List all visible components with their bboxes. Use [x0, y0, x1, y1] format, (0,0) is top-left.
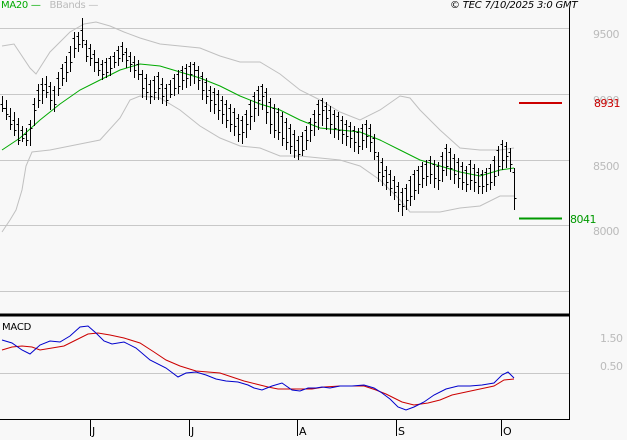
- price-axis-label: 8500: [593, 160, 620, 173]
- price-grid: [0, 28, 569, 292]
- price-axis-label: 9000: [593, 94, 620, 107]
- price-axis-label: 9500: [593, 28, 620, 41]
- macd-signal-line: [1, 332, 515, 406]
- x-axis-ticks: [90, 420, 502, 436]
- x-axis-label: A: [299, 425, 307, 438]
- x-axis-label: J: [92, 425, 96, 438]
- macd-line: [1, 325, 515, 411]
- x-axis-label: J: [191, 425, 195, 438]
- bbands-lower-line: [1, 95, 514, 233]
- price-axis-label: 8000: [593, 225, 620, 238]
- support-label: 8041: [570, 213, 597, 226]
- resistance-label: 8931: [594, 97, 621, 110]
- macd-title: MACD: [2, 322, 32, 333]
- chart-legend: MA20 — BBands —: [1, 0, 98, 11]
- legend-ma20: MA20 —: [1, 0, 41, 11]
- legend-bbands: BBands —: [49, 0, 99, 11]
- copyright-timestamp: © TEC 7/10/2025 3:0 GMT: [450, 0, 578, 11]
- ma20-line: [1, 63, 515, 177]
- bbands-upper-line: [1, 21, 515, 151]
- x-axis-label: S: [398, 425, 405, 438]
- x-axis-label: O: [503, 425, 512, 438]
- macd-axis-label: 0.50: [600, 360, 623, 373]
- price-bars: [0, 18, 517, 216]
- macd-axis-label: 1.50: [600, 332, 623, 345]
